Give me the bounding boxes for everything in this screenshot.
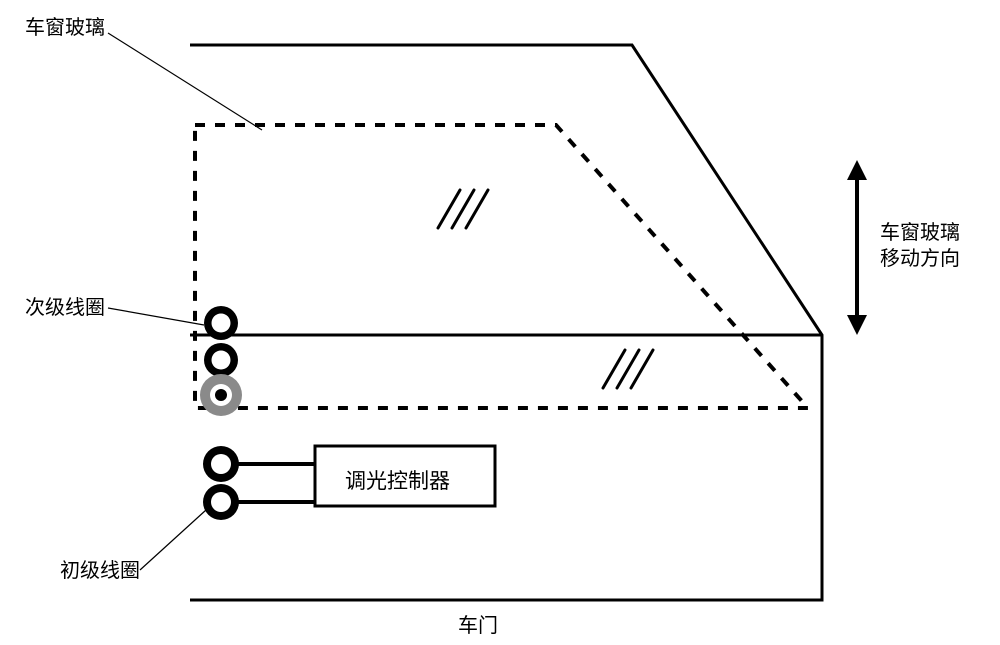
label-secondary-coil: 次级线圈 [25, 295, 105, 321]
label-primary-coil: 初级线圈 [60, 558, 140, 584]
diagram-svg [0, 0, 1000, 645]
label-door: 车门 [458, 613, 498, 639]
diagram-stage: 车窗玻璃 次级线圈 初级线圈 车门 调光控制器 车窗玻璃 移动方向 [0, 0, 1000, 645]
label-window-glass: 车窗玻璃 [25, 15, 105, 41]
label-move-direction: 车窗玻璃 移动方向 [880, 220, 960, 272]
label-dimmer: 调光控制器 [345, 468, 450, 495]
